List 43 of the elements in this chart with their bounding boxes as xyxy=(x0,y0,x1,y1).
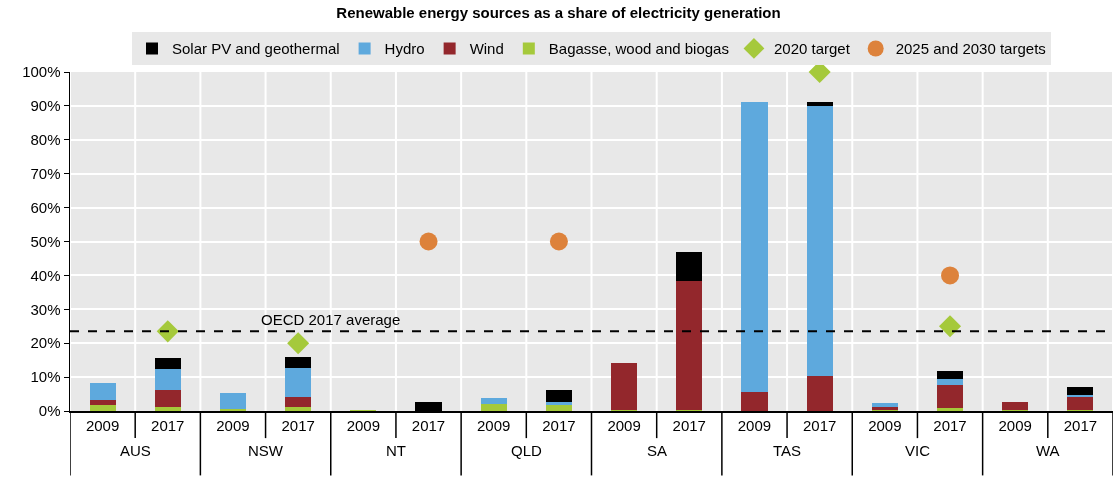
x-tick-label: 2017 xyxy=(933,416,967,434)
x-tick-label: 2017 xyxy=(1063,416,1098,434)
text: AUS xyxy=(120,442,151,459)
text: QLD xyxy=(511,442,543,459)
legend-label: Bagasse, wood and biogas xyxy=(548,40,729,58)
text: VIC xyxy=(905,442,931,459)
x-tick-label: 2009 xyxy=(998,416,1032,434)
y-tick-label: 10% xyxy=(30,368,61,386)
x-tick-label: 2009 xyxy=(868,416,902,434)
chart-title: Renewable energy sources as a share of electricity generation xyxy=(336,3,781,21)
text: SA xyxy=(647,442,668,459)
x-tick-label: 2009 xyxy=(216,416,250,434)
x-tick-label: 2017 xyxy=(802,416,837,434)
y-tick-label: 30% xyxy=(30,300,61,318)
text: NT xyxy=(386,442,406,459)
y-tick-label: 80% xyxy=(30,131,61,149)
legend-label: Solar PV and geothermal xyxy=(172,40,340,58)
y-tick-label: 20% xyxy=(30,334,61,352)
ref-line-label: OECD 2017 average xyxy=(261,311,401,328)
text: NSW xyxy=(248,442,284,459)
x-tick-label: 2009 xyxy=(85,416,120,434)
y-tick-label: 0% xyxy=(38,402,61,420)
y-tick-label: 60% xyxy=(30,198,61,216)
y-tick-label: 50% xyxy=(30,232,61,250)
x-tick-label: 2009 xyxy=(477,416,511,434)
legend-label: Hydro xyxy=(384,40,425,58)
legend-label: 2020 target xyxy=(773,40,851,58)
x-tick-label: 2017 xyxy=(672,416,706,434)
x-tick-label: 2009 xyxy=(737,416,772,434)
text: WA xyxy=(1036,442,1060,459)
y-tick-label: 40% xyxy=(30,266,61,284)
y-tick-label: 90% xyxy=(30,97,61,115)
x-tick-label: 2017 xyxy=(542,416,576,434)
x-tick-label: 2017 xyxy=(151,416,185,434)
x-tick-label: 2009 xyxy=(607,416,641,434)
x-tick-label: 2017 xyxy=(281,416,315,434)
x-tick-label: 2009 xyxy=(346,416,381,434)
x-tick-label: 2017 xyxy=(411,416,446,434)
legend-label: 2025 and 2030 targets xyxy=(895,40,1046,58)
text: TAS xyxy=(773,442,802,459)
legend-label: Wind xyxy=(469,40,504,58)
y-tick-label: 70% xyxy=(30,164,61,182)
y-tick-label: 100% xyxy=(22,63,61,81)
